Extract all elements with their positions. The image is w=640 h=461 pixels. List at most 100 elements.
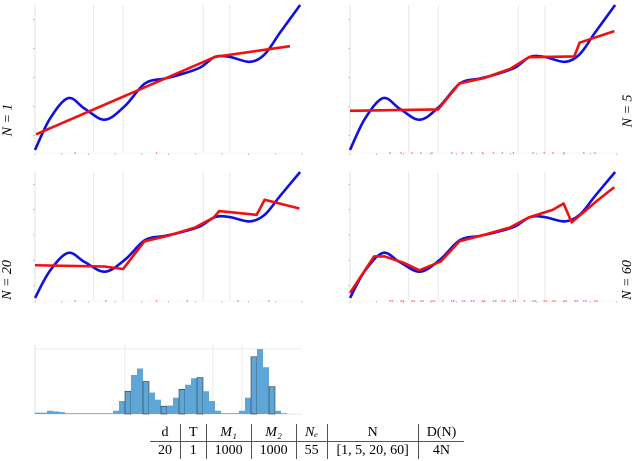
sample-point bbox=[470, 152, 473, 154]
sample-point bbox=[574, 300, 576, 302]
sample-point bbox=[389, 300, 391, 302]
histogram-bar bbox=[59, 412, 65, 414]
histogram-bar bbox=[245, 397, 251, 414]
td-t: 1 bbox=[180, 441, 207, 459]
histogram-bar bbox=[77, 413, 83, 414]
histogram-bar bbox=[227, 413, 233, 414]
histogram-bar bbox=[131, 375, 137, 414]
histogram-bar bbox=[281, 413, 287, 414]
th-n: N bbox=[326, 424, 419, 442]
sample-point bbox=[594, 300, 596, 302]
sample-point bbox=[413, 300, 416, 302]
sample-point bbox=[596, 300, 598, 302]
histogram-bar bbox=[119, 401, 125, 414]
histogram-bar bbox=[178, 388, 186, 415]
sample-point bbox=[552, 152, 554, 154]
histogram-bar bbox=[107, 413, 113, 414]
sample-point bbox=[74, 300, 76, 302]
approximation-line bbox=[349, 29, 615, 113]
sample-point bbox=[74, 152, 76, 154]
sample-point bbox=[532, 152, 534, 154]
histogram-bar bbox=[95, 413, 101, 414]
th-m2: M₂ bbox=[250, 424, 297, 442]
sample-point bbox=[554, 300, 557, 302]
histogram-bar bbox=[35, 412, 41, 414]
panel-label-n60: N = 60 bbox=[619, 260, 635, 300]
histogram-bar bbox=[191, 378, 197, 414]
sample-point bbox=[583, 152, 585, 154]
sample-point bbox=[501, 300, 504, 302]
histogram-bar bbox=[196, 377, 204, 415]
sample-point bbox=[583, 300, 585, 302]
panel-label-n1: N = 1 bbox=[0, 103, 16, 137]
histogram-bar bbox=[155, 399, 161, 414]
sample-point bbox=[450, 152, 453, 154]
sample-point bbox=[565, 300, 568, 302]
histogram-bar bbox=[185, 384, 191, 414]
sample-point bbox=[400, 152, 402, 154]
histogram-bar bbox=[149, 392, 155, 414]
sample-point bbox=[545, 300, 548, 302]
histogram-bar bbox=[124, 390, 132, 415]
sample-point bbox=[431, 300, 433, 302]
histogram-bar bbox=[83, 413, 89, 414]
histogram-bar bbox=[233, 413, 239, 414]
sample-point bbox=[268, 300, 270, 302]
panel-label-n5: N = 5 bbox=[620, 94, 636, 128]
sample-point bbox=[470, 300, 473, 302]
histogram-bar bbox=[89, 413, 95, 414]
td-ne: 55 bbox=[295, 441, 328, 459]
sample-point bbox=[494, 300, 497, 302]
sample-point bbox=[534, 300, 537, 302]
sample-point bbox=[461, 152, 464, 154]
sample-point bbox=[389, 152, 391, 154]
sample-point bbox=[400, 300, 402, 302]
approximation-line bbox=[34, 198, 300, 271]
histogram-bar bbox=[113, 410, 119, 414]
sample-point bbox=[512, 300, 515, 302]
sample-point bbox=[391, 300, 394, 302]
histogram-bar bbox=[101, 413, 107, 414]
sample-point bbox=[105, 300, 107, 302]
sample-point bbox=[576, 300, 579, 302]
sample-point bbox=[442, 300, 444, 302]
sample-point bbox=[453, 300, 455, 302]
approximation-line bbox=[348, 186, 616, 294]
sample-point bbox=[411, 300, 413, 302]
td-dn: 4N bbox=[417, 441, 465, 459]
td-m1: 1000 bbox=[205, 441, 252, 459]
histogram-bar bbox=[47, 410, 53, 414]
sample-point bbox=[512, 152, 515, 154]
sample-point bbox=[402, 300, 405, 302]
sample-point bbox=[483, 300, 486, 302]
sample-point bbox=[492, 152, 495, 154]
sample-point bbox=[411, 152, 413, 154]
histogram-bar bbox=[53, 411, 59, 414]
sample-point bbox=[420, 152, 422, 154]
histogram-bar bbox=[160, 405, 168, 415]
sample-point bbox=[237, 300, 239, 302]
sample-point bbox=[420, 300, 422, 302]
th-t: T bbox=[180, 424, 207, 442]
histogram-bar bbox=[268, 386, 276, 415]
sample-point bbox=[461, 300, 464, 302]
histogram-bar bbox=[209, 401, 215, 414]
sample-point bbox=[481, 152, 484, 154]
histogram-bar bbox=[41, 412, 47, 414]
sample-point bbox=[492, 300, 495, 302]
sample-point bbox=[464, 300, 466, 302]
histogram-bar bbox=[215, 410, 221, 414]
histogram-bar bbox=[173, 397, 179, 414]
th-d: d bbox=[150, 424, 181, 442]
sample-point bbox=[155, 300, 158, 302]
histogram-bar bbox=[142, 381, 150, 415]
th-dn: D(N) bbox=[417, 424, 465, 442]
sample-point bbox=[563, 300, 565, 302]
sample-point bbox=[594, 152, 596, 154]
sample-point bbox=[532, 300, 534, 302]
sample-point bbox=[514, 300, 517, 302]
histogram-bar bbox=[250, 356, 258, 415]
histogram-bar bbox=[221, 413, 227, 414]
sample-point bbox=[431, 152, 433, 154]
